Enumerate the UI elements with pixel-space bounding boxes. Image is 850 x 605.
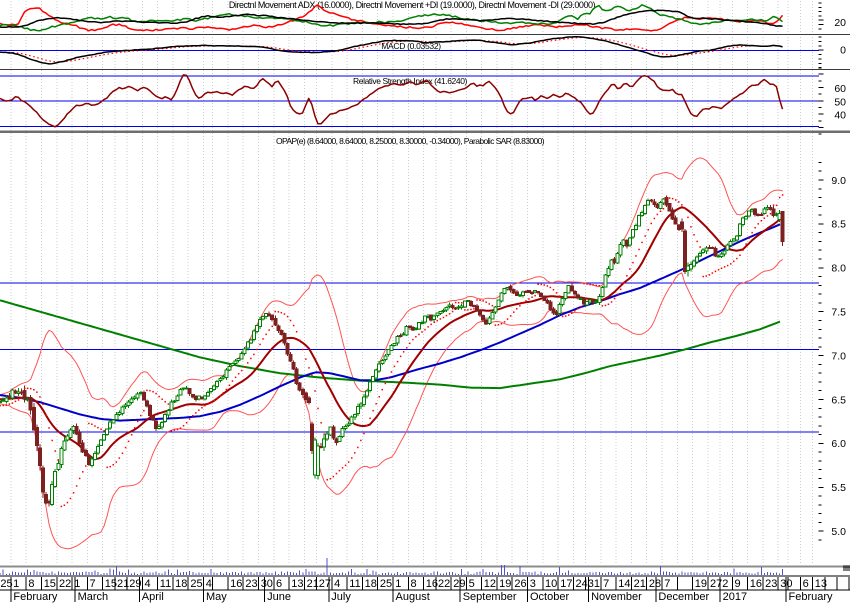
svg-text:13: 13 xyxy=(815,578,827,590)
svg-text:27: 27 xyxy=(710,578,722,590)
svg-text:3: 3 xyxy=(530,578,536,590)
svg-text:13: 13 xyxy=(291,578,303,590)
svg-text:11: 11 xyxy=(160,578,171,590)
svg-text:25: 25 xyxy=(0,578,12,590)
svg-text:6: 6 xyxy=(276,578,282,590)
svg-text:16: 16 xyxy=(230,578,242,590)
svg-text:Relative Strength Index (41.62: Relative Strength Index (41.6240) xyxy=(353,76,467,86)
svg-text:September: September xyxy=(463,591,517,603)
svg-text:1: 1 xyxy=(13,578,19,590)
svg-text:60: 60 xyxy=(834,83,846,95)
svg-text:29: 29 xyxy=(453,578,465,590)
svg-text:17: 17 xyxy=(560,578,572,590)
svg-text:19: 19 xyxy=(499,578,511,590)
svg-text:1: 1 xyxy=(74,578,80,590)
svg-text:7.0: 7.0 xyxy=(831,350,846,362)
svg-text:20: 20 xyxy=(834,17,846,29)
svg-text:7: 7 xyxy=(664,578,670,590)
svg-text:9.0: 9.0 xyxy=(831,175,846,187)
svg-text:23: 23 xyxy=(245,578,257,590)
svg-text:5: 5 xyxy=(469,578,475,590)
svg-text:18: 18 xyxy=(175,578,187,590)
svg-text:MACD (0.03532): MACD (0.03532) xyxy=(381,41,441,51)
svg-text:April: April xyxy=(142,591,164,603)
svg-text:6.0: 6.0 xyxy=(831,438,846,450)
svg-text:7: 7 xyxy=(603,578,609,590)
svg-text:8: 8 xyxy=(411,578,417,590)
svg-text:July: July xyxy=(331,591,351,603)
svg-text:OPAP(e) (8.64000, 8.64000, 8.2: OPAP(e) (8.64000, 8.64000, 8.25000, 8.30… xyxy=(276,136,545,146)
svg-text:23: 23 xyxy=(765,578,777,590)
svg-text:February: February xyxy=(13,591,58,603)
svg-text:May: May xyxy=(206,591,227,603)
svg-text:25: 25 xyxy=(190,578,202,590)
svg-text:31: 31 xyxy=(588,578,600,590)
svg-text:12: 12 xyxy=(484,578,496,590)
svg-text:21: 21 xyxy=(117,578,129,590)
svg-text:22: 22 xyxy=(59,578,71,590)
svg-text:0: 0 xyxy=(840,44,846,56)
svg-text:4: 4 xyxy=(206,578,212,590)
svg-text:5.5: 5.5 xyxy=(831,482,846,494)
svg-text:June: June xyxy=(267,591,291,603)
svg-text:25: 25 xyxy=(380,578,392,590)
svg-text:24: 24 xyxy=(576,578,588,590)
svg-text:5.0: 5.0 xyxy=(831,526,846,538)
svg-text:50: 50 xyxy=(834,96,846,108)
svg-text:March: March xyxy=(78,591,109,603)
svg-text:10: 10 xyxy=(545,578,557,590)
svg-text:6.5: 6.5 xyxy=(831,394,846,406)
svg-text:22: 22 xyxy=(438,578,450,590)
svg-text:21: 21 xyxy=(634,578,646,590)
svg-text:26: 26 xyxy=(514,578,526,590)
svg-text:1: 1 xyxy=(395,578,401,590)
svg-text:21: 21 xyxy=(307,578,319,590)
svg-text:2: 2 xyxy=(722,578,728,590)
svg-text:9: 9 xyxy=(735,578,741,590)
svg-text:15: 15 xyxy=(105,578,117,590)
svg-text:40: 40 xyxy=(834,110,846,122)
svg-text:7.5: 7.5 xyxy=(831,307,846,319)
svg-text:4: 4 xyxy=(334,578,340,590)
svg-text:February: February xyxy=(789,591,834,603)
svg-text:8.5: 8.5 xyxy=(831,219,846,231)
svg-text:6: 6 xyxy=(803,578,809,590)
svg-text:August: August xyxy=(396,591,430,603)
svg-text:30: 30 xyxy=(261,578,273,590)
svg-text:December: December xyxy=(658,591,709,603)
svg-text:8.0: 8.0 xyxy=(831,263,846,275)
svg-text:4: 4 xyxy=(145,578,151,590)
svg-text:16: 16 xyxy=(426,578,438,590)
svg-text:29: 29 xyxy=(129,578,141,590)
svg-text:27: 27 xyxy=(319,578,331,590)
svg-text:7: 7 xyxy=(90,578,96,590)
svg-text:30: 30 xyxy=(780,578,792,590)
svg-text:8: 8 xyxy=(28,578,34,590)
svg-text:2017: 2017 xyxy=(723,591,747,603)
svg-text:October: October xyxy=(530,591,569,603)
svg-text:November: November xyxy=(591,591,642,603)
svg-text:15: 15 xyxy=(44,578,56,590)
svg-text:11: 11 xyxy=(349,578,360,590)
svg-text:28: 28 xyxy=(649,578,661,590)
svg-text:18: 18 xyxy=(365,578,377,590)
svg-text:19: 19 xyxy=(695,578,707,590)
svg-text:14: 14 xyxy=(618,578,630,590)
svg-text:16: 16 xyxy=(750,578,762,590)
svg-text:Directnl Movement ADX (16.0000: Directnl Movement ADX (16.0000), Directn… xyxy=(229,0,596,10)
